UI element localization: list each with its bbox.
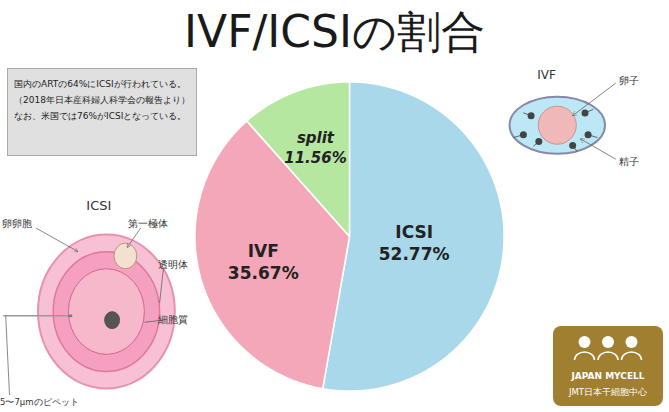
svg-text:IVF: IVF <box>537 68 556 82</box>
svg-text:JAPAN MYCELL: JAPAN MYCELL <box>570 371 644 381</box>
svg-text:IVF35.67%: IVF35.67% <box>228 241 299 283</box>
svg-text:5〜7μmのピペット: 5〜7μmのピペット <box>0 397 79 407</box>
html-text:IVF/ICSIの割合: IVF/ICSIの割合 <box>184 6 485 57</box>
svg-text:第一極体: 第一極体 <box>128 218 168 229</box>
svg-text:精子: 精子 <box>619 156 639 167</box>
svg-text:透明体: 透明体 <box>158 259 188 270</box>
svg-text:JMT日本干細胞中心: JMT日本干細胞中心 <box>568 387 647 397</box>
svg-text:split11.56%: split11.56% <box>284 129 346 167</box>
svg-text:卵卵胞: 卵卵胞 <box>2 218 32 229</box>
svg-text:ICSI: ICSI <box>86 198 111 213</box>
svg-text:細胞質: 細胞質 <box>157 314 188 325</box>
svg-text:ICSI52.77%: ICSI52.77% <box>379 222 450 264</box>
svg-text:卵子: 卵子 <box>619 75 639 86</box>
html-text:国内のARTの64%にICSIが行われている。: 国内のARTの64%にICSIが行われている。 <box>14 79 186 89</box>
html-text:（2018年日本産科婦人科学会の報告より）: （2018年日本産科婦人科学会の報告より） <box>14 94 190 105</box>
html-text:なお、米国では76%がICSIとなっている。: なお、米国では76%がICSIとなっている。 <box>14 110 187 121</box>
